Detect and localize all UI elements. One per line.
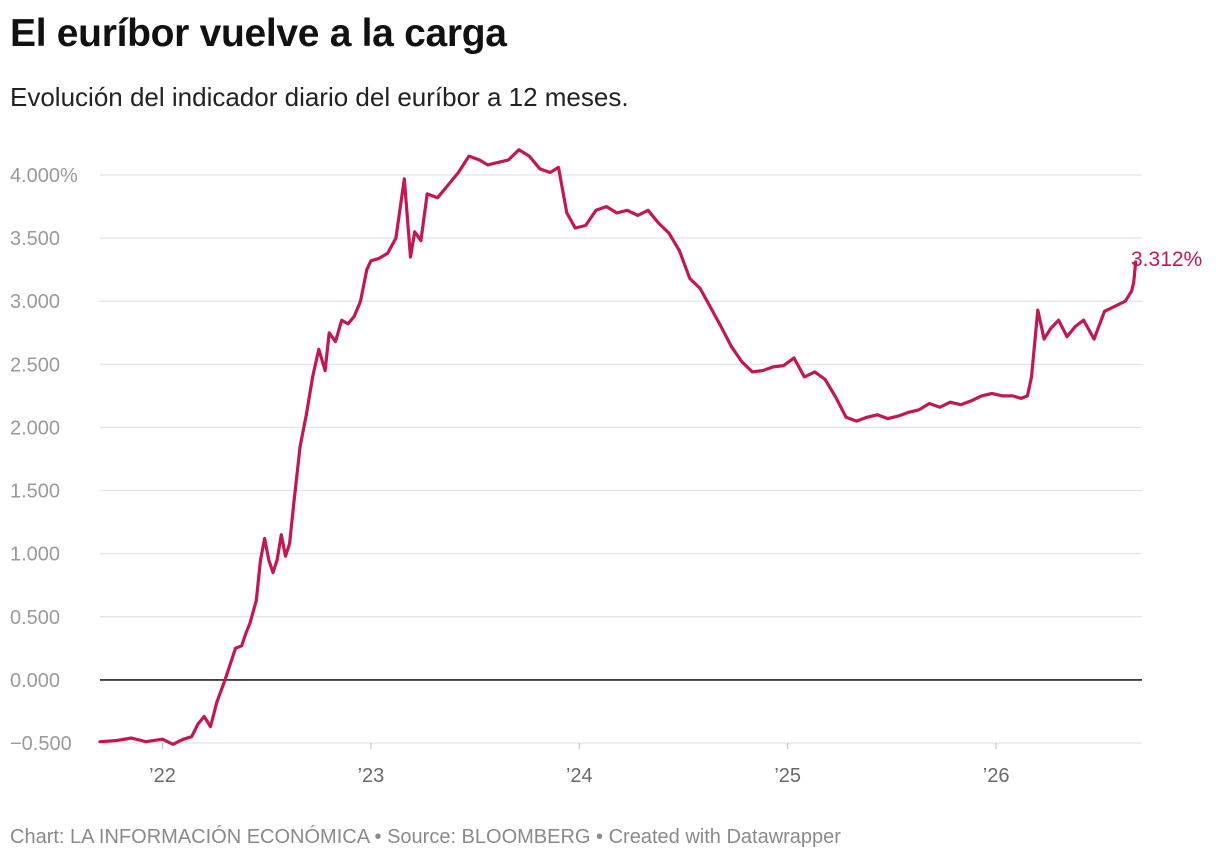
- y-tick-label: 3.500: [10, 228, 60, 250]
- x-tick-label: ’22: [149, 765, 176, 787]
- x-tick-label: ’26: [983, 765, 1010, 787]
- y-tick-label: 2.000: [10, 417, 60, 439]
- y-tick-label: −0.500: [10, 733, 72, 755]
- end-value-label: 3.312%: [1131, 248, 1202, 271]
- footer-separator: •: [590, 826, 609, 848]
- footer-source: Source: BLOOMBERG: [387, 826, 591, 848]
- label-layer: 3.312%: [1131, 248, 1202, 271]
- y-tick-label: 4.000%: [10, 165, 78, 187]
- grid-lines: [100, 174, 1142, 744]
- x-axis-ticks: ’22 ’23 ’24 ’25 ’26: [149, 743, 1009, 787]
- y-tick-label: 3.000: [10, 291, 60, 313]
- y-tick-label: 0.500: [10, 607, 60, 629]
- footer-chart-credit: Chart: LA INFORMACIÓN ECONÓMICA: [10, 826, 369, 848]
- y-tick-label: 1.000: [10, 544, 60, 566]
- y-tick-label: 2.500: [10, 354, 60, 376]
- footer-separator: •: [368, 826, 388, 848]
- chart-subtitle: Evolución del indicador diario del euríb…: [10, 82, 629, 112]
- series-layer: [98, 148, 1138, 746]
- x-tick-label: ’25: [774, 765, 801, 787]
- footer: Chart: LA INFORMACIÓN ECONÓMICA • Source…: [10, 826, 841, 849]
- x-tick-label: ’24: [566, 765, 593, 787]
- footer-created: Created with Datawrapper: [608, 826, 841, 848]
- y-tick-label: 0.000: [10, 670, 60, 692]
- series-line: [98, 148, 1138, 746]
- y-tick-label: 1.500: [10, 481, 60, 503]
- x-tick-label: ’23: [358, 765, 385, 787]
- chart-title: El euríbor vuelve a la carga: [10, 12, 507, 55]
- y-axis-ticks: −0.500 0.000 0.500 1.000 1.500 2.000 2.500 3.00…: [10, 165, 78, 755]
